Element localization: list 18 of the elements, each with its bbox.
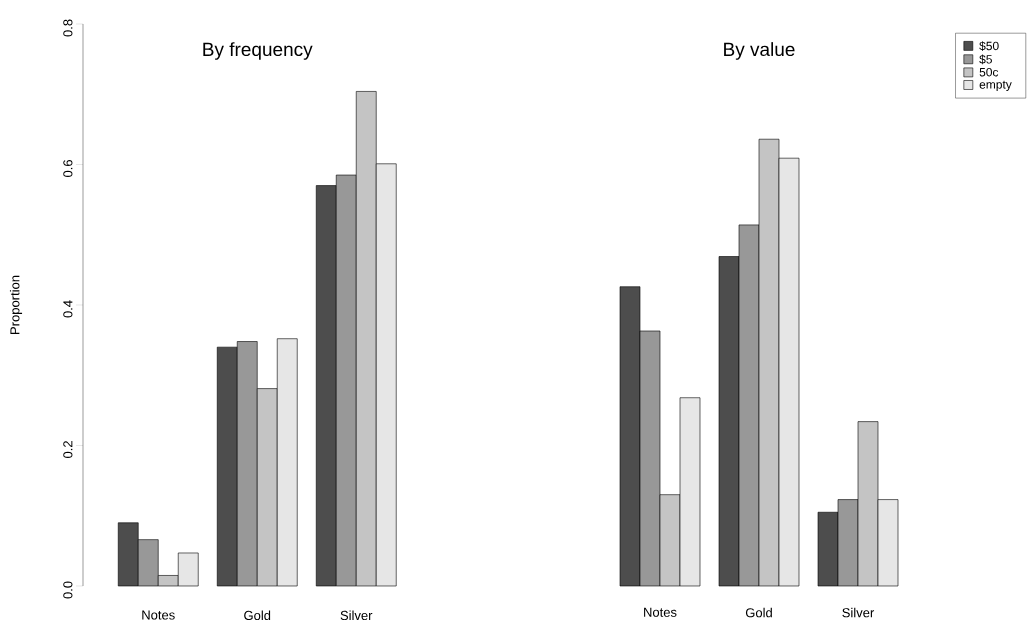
x-tick-label: Gold [244,610,271,621]
text: By frequency [203,42,313,60]
x-tick-label: Silver [842,607,875,618]
legend-label: empty [979,80,1012,92]
x-tick-label: Notes [142,610,175,620]
legend-label: 50c [979,67,999,77]
y-tick-label: 0.2 [63,441,73,459]
legend-label: $5 [979,54,992,65]
x-tick-label: Notes [644,607,677,617]
x-tick-label: Silver [340,610,373,621]
y-tick-label: 0.8 [63,19,73,37]
y-tick-label: 0.0 [63,581,73,599]
y-tick-label: 0.4 [63,300,73,318]
x-tick-label: Gold [745,607,772,618]
text: By value [724,42,795,60]
legend-label: $50 [979,41,999,51]
y-tick-label: 0.6 [63,160,73,178]
y-axis-title: Proportion [9,275,23,334]
